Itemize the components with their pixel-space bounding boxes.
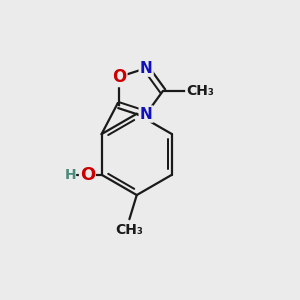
Text: N: N [140,61,152,76]
Text: N: N [140,106,152,122]
Text: CH₃: CH₃ [116,224,143,237]
Text: O: O [80,166,95,184]
Text: CH₃: CH₃ [186,84,214,98]
Text: O: O [112,68,126,86]
Text: H: H [64,168,76,182]
